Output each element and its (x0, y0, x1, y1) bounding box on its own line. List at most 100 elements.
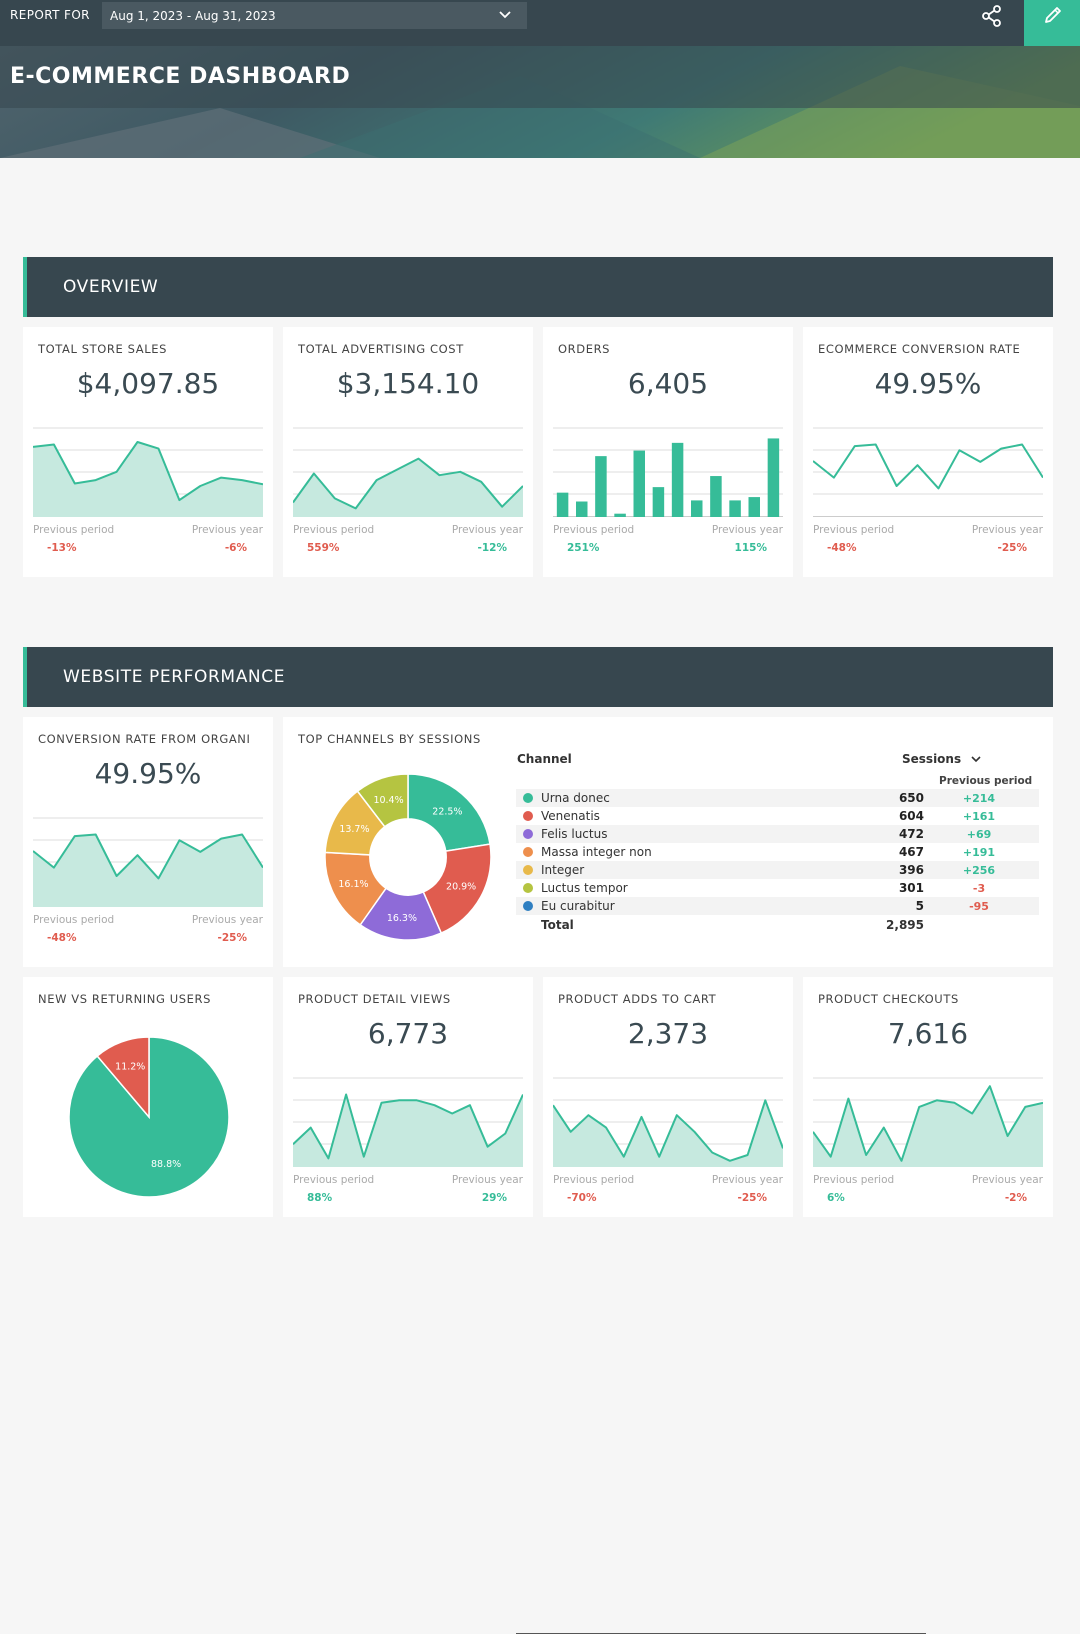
channel-row[interactable]: Eu curabitur 5 -95 (516, 897, 1039, 915)
widget-new-vs-returning-users[interactable]: NEW VS RETURNING USERS 88.8%11.2% (23, 977, 273, 1217)
prev-year-label: Previous year (192, 914, 263, 926)
bar (710, 476, 722, 517)
col-header-sessions[interactable]: Sessions (902, 752, 981, 766)
widget-title: NEW VS RETURNING USERS (38, 992, 211, 1006)
pie-chart: 88.8%11.2% (67, 1035, 231, 1199)
channel-prev-change: +161 (949, 810, 1009, 823)
dashboard-banner: E-COMMERCE DASHBOARD (0, 46, 1080, 158)
channel-name: Felis luctus (541, 827, 607, 841)
prev-period-label: Previous period (553, 524, 634, 536)
widget-product-adds-to-cart[interactable]: PRODUCT ADDS TO CART 2,373 Previous peri… (543, 977, 793, 1217)
widget-title: TOTAL STORE SALES (38, 342, 167, 356)
slice-label: 88.8% (151, 1159, 181, 1170)
sparkline-chart (33, 422, 263, 517)
legend-dot-icon (523, 793, 533, 803)
donut-chart: 22.5%20.9%16.3%16.1%13.7%10.4% (323, 772, 493, 942)
section-header-overview: OVERVIEW (23, 257, 1053, 317)
widget-value: $4,097.85 (23, 367, 273, 400)
prev-year-change: -25% (998, 542, 1028, 554)
sort-chevron-icon (971, 756, 981, 763)
section-title: OVERVIEW (63, 277, 158, 297)
page-title: E-COMMERCE DASHBOARD (10, 64, 350, 89)
edit-button[interactable] (1024, 0, 1080, 46)
legend-dot-icon (523, 847, 533, 857)
slice-label: 16.1% (338, 879, 368, 890)
prev-year-change: -25% (218, 932, 248, 944)
bar (557, 493, 569, 517)
widget-title: ORDERS (558, 342, 610, 356)
channel-prev-change: +214 (949, 792, 1009, 805)
widget-total-advertising-cost[interactable]: TOTAL ADVERTISING COST $3,154.10 Previou… (283, 327, 533, 577)
bar-chart (553, 422, 783, 517)
bar (691, 500, 703, 517)
prev-period-change: 6% (827, 1192, 845, 1204)
channel-name: Eu curabitur (541, 899, 615, 913)
total-label: Total (541, 918, 574, 932)
widget-ecommerce-conversion-rate[interactable]: ECOMMERCE CONVERSION RATE 49.95% Previou… (803, 327, 1053, 577)
widget-value: 2,373 (543, 1017, 793, 1050)
prev-period-label: Previous period (813, 524, 894, 536)
widget-orders[interactable]: ORDERS 6,405 Previous period Previous ye… (543, 327, 793, 577)
prev-period-change: 251% (567, 542, 599, 554)
pencil-icon (1043, 5, 1063, 27)
chevron-down-icon (499, 11, 511, 19)
section-title: WEBSITE PERFORMANCE (63, 667, 285, 687)
prev-period-label: Previous period (293, 1174, 374, 1186)
widget-conversion-rate-organic[interactable]: CONVERSION RATE FROM ORGANI 49.95% Previ… (23, 717, 273, 967)
widget-total-store-sales[interactable]: TOTAL STORE SALES $4,097.85 Previous per… (23, 327, 273, 577)
report-for-label: REPORT FOR (10, 8, 90, 22)
prev-period-label: Previous period (33, 914, 114, 926)
channel-name: Massa integer non (541, 845, 652, 859)
prev-year-change: 115% (735, 542, 767, 554)
section-header-website-performance: WEBSITE PERFORMANCE (23, 647, 1053, 707)
col-header-channel: Channel (517, 752, 572, 766)
widget-title: PRODUCT DETAIL VIEWS (298, 992, 451, 1006)
channel-prev-change: -95 (949, 900, 1009, 913)
total-value: 2,895 (884, 918, 924, 932)
legend-dot-icon (523, 829, 533, 839)
channel-prev-change: +256 (949, 864, 1009, 877)
share-icon[interactable] (980, 4, 1004, 28)
prev-period-change: 559% (307, 542, 339, 554)
channel-sessions: 396 (899, 863, 924, 877)
widget-title: CONVERSION RATE FROM ORGANI (38, 732, 268, 746)
channel-prev-change: -3 (949, 882, 1009, 895)
channel-sessions: 467 (899, 845, 924, 859)
widget-value: 6,773 (283, 1017, 533, 1050)
prev-period-change: -70% (567, 1192, 597, 1204)
bar (576, 502, 588, 517)
widget-value: 7,616 (803, 1017, 1053, 1050)
sparkline-chart (33, 812, 263, 907)
sparkline-chart (813, 1072, 1043, 1167)
widget-title: ECOMMERCE CONVERSION RATE (818, 342, 1020, 356)
prev-period-change: -13% (47, 542, 77, 554)
legend-dot-icon (523, 811, 533, 821)
bar (672, 443, 684, 517)
slice-label: 20.9% (446, 882, 476, 893)
prev-year-change: -12% (478, 542, 508, 554)
widget-product-checkouts[interactable]: PRODUCT CHECKOUTS 7,616 Previous period … (803, 977, 1053, 1217)
prev-year-change: 29% (482, 1192, 507, 1204)
widget-title: PRODUCT CHECKOUTS (818, 992, 959, 1006)
channel-sessions: 650 (899, 791, 924, 805)
channel-name: Venenatis (541, 809, 600, 823)
channel-sessions: 5 (916, 899, 924, 913)
slice-label: 22.5% (432, 806, 462, 817)
widget-value: 6,405 (543, 367, 793, 400)
prev-year-label: Previous year (452, 524, 523, 536)
prev-year-label: Previous year (972, 524, 1043, 536)
sessions-label: Sessions (902, 752, 961, 766)
widget-product-detail-views[interactable]: PRODUCT DETAIL VIEWS 6,773 Previous peri… (283, 977, 533, 1217)
sparkline-chart (293, 1072, 523, 1167)
sparkline-chart (553, 1072, 783, 1167)
widget-value: $3,154.10 (283, 367, 533, 400)
widget-top-channels[interactable]: TOP CHANNELS BY SESSIONS 22.5%20.9%16.3%… (283, 717, 1053, 967)
date-range-select[interactable]: Aug 1, 2023 - Aug 31, 2023 (102, 2, 527, 29)
prev-period-label: Previous period (553, 1174, 634, 1186)
